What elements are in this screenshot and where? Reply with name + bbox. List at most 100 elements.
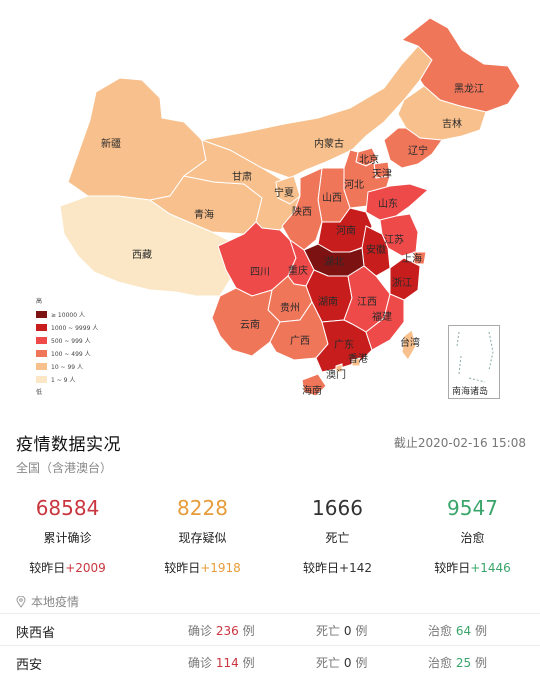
cured-label: 治愈 bbox=[428, 656, 453, 670]
legend-label: 500 ~ 999 人 bbox=[51, 338, 91, 345]
inset-label: 南海诸岛 bbox=[452, 387, 489, 397]
stat-compare: 较昨日+1446 bbox=[405, 559, 540, 576]
legend-swatch bbox=[36, 350, 47, 357]
unit: 例 bbox=[242, 624, 255, 638]
label-shanghai: 上海 bbox=[402, 252, 422, 265]
label-xinjiang: 新疆 bbox=[101, 137, 121, 150]
unit: 例 bbox=[355, 624, 368, 638]
death-value: 0 bbox=[343, 624, 352, 638]
legend-title: 高 bbox=[36, 298, 43, 305]
legend-swatch bbox=[36, 311, 47, 318]
label-jiangxi: 江西 bbox=[357, 296, 377, 308]
label-qinghai: 青海 bbox=[194, 208, 214, 221]
label-jiangsu: 江苏 bbox=[384, 233, 404, 246]
label-sichuan: 四川 bbox=[250, 267, 270, 278]
label-hubei: 湖北 bbox=[324, 256, 344, 268]
province-shandong[interactable] bbox=[365, 183, 429, 221]
death-cell: 死亡 0 例 bbox=[316, 622, 367, 639]
label-hunan: 湖南 bbox=[318, 295, 338, 308]
legend-row: 1 ~ 9 人 bbox=[36, 373, 98, 386]
cured-value: 64 bbox=[455, 624, 472, 638]
stat-value: 1666 bbox=[312, 496, 363, 520]
label-shaanxi: 陕西 bbox=[292, 205, 312, 218]
stat-label: 现存疑似 bbox=[178, 531, 227, 545]
local-table: 陕西省 确诊 236 例 死亡 0 例 治愈 64 例 西安 确诊 114 例 … bbox=[0, 613, 540, 677]
south-china-sea-inset bbox=[448, 325, 500, 399]
compare-prefix: 较昨日 bbox=[164, 561, 201, 575]
legend-label: 1000 ~ 9999 人 bbox=[51, 325, 99, 332]
confirmed-label: 确诊 bbox=[188, 656, 213, 670]
legend-label: ≥ 10000 人 bbox=[51, 312, 85, 319]
label-gansu: 甘肃 bbox=[232, 170, 252, 183]
province-ningxia[interactable] bbox=[275, 175, 301, 205]
label-anhui: 安徽 bbox=[366, 243, 386, 256]
legend-row: 1000 ~ 9999 人 bbox=[36, 321, 98, 334]
stat-confirmed[interactable]: 68584 累计确诊 较昨日+2009 bbox=[0, 494, 135, 576]
label-taiwan: 台湾 bbox=[400, 336, 420, 349]
province-fujian[interactable] bbox=[365, 293, 405, 351]
label-beijing: 北京 bbox=[359, 153, 379, 166]
label-guizhou: 贵州 bbox=[280, 301, 300, 314]
compare-prefix: 较昨日 bbox=[303, 561, 340, 575]
legend-swatch bbox=[36, 324, 47, 331]
inset-dots bbox=[456, 331, 494, 383]
unit: 例 bbox=[355, 656, 368, 670]
unit: 例 bbox=[242, 656, 255, 670]
stat-value: 68584 bbox=[35, 496, 100, 520]
province-taiwan[interactable] bbox=[401, 329, 417, 361]
as-of-timestamp: 截止2020-02-16 15:08 bbox=[393, 436, 526, 450]
stat-suspected[interactable]: 8228 现存疑似 较昨日+1918 bbox=[135, 494, 270, 576]
label-macau: 澳门 bbox=[326, 368, 346, 381]
stat-cured[interactable]: 9547 治愈 较昨日+1446 bbox=[405, 494, 540, 576]
label-guangdong: 广东 bbox=[334, 338, 354, 351]
stat-label: 死亡 bbox=[325, 531, 350, 545]
label-fujian: 福建 bbox=[372, 310, 392, 323]
stat-value: 9547 bbox=[447, 496, 498, 520]
legend-row: 500 ~ 999 人 bbox=[36, 334, 98, 347]
stat-compare: 较昨日+142 bbox=[270, 559, 405, 576]
compare-prefix: 较昨日 bbox=[434, 561, 471, 575]
compare-delta: +2009 bbox=[65, 561, 106, 575]
province-hainan[interactable] bbox=[301, 373, 327, 397]
stat-label: 累计确诊 bbox=[43, 531, 92, 545]
label-yunnan: 云南 bbox=[240, 318, 260, 331]
label-hebei: 河北 bbox=[344, 179, 364, 191]
label-inner-mongolia: 内蒙古 bbox=[314, 137, 344, 150]
stat-compare: 较昨日+1918 bbox=[135, 559, 270, 576]
label-ningxia: 宁夏 bbox=[274, 186, 294, 199]
cured-label: 治愈 bbox=[428, 624, 453, 638]
confirmed-value: 114 bbox=[215, 656, 239, 670]
province-liaoning[interactable] bbox=[383, 127, 443, 169]
cured-cell: 治愈 25 例 bbox=[428, 654, 487, 671]
local-row-province[interactable]: 陕西省 确诊 236 例 死亡 0 例 治愈 64 例 bbox=[0, 613, 540, 645]
death-label: 死亡 bbox=[316, 656, 341, 670]
death-value: 0 bbox=[343, 656, 352, 670]
legend-row: 10 ~ 99 人 bbox=[36, 360, 98, 373]
label-shandong: 山东 bbox=[378, 197, 398, 210]
province-heilongjiang[interactable] bbox=[400, 17, 521, 113]
label-jilin: 吉林 bbox=[442, 117, 462, 130]
location-pin-icon bbox=[16, 595, 26, 608]
stat-deaths[interactable]: 1666 死亡 较昨日+142 bbox=[270, 494, 405, 576]
label-hongkong: 香港 bbox=[348, 353, 368, 365]
confirmed-cell: 确诊 236 例 bbox=[188, 622, 255, 639]
label-chongqing: 重庆 bbox=[288, 264, 308, 277]
stats-row: 68584 累计确诊 较昨日+2009 8228 现存疑似 较昨日+1918 1… bbox=[0, 494, 540, 576]
legend-swatch bbox=[36, 376, 47, 383]
stat-value: 8228 bbox=[177, 496, 228, 520]
province-jilin[interactable] bbox=[397, 85, 487, 141]
local-row-city[interactable]: 西安 确诊 114 例 死亡 0 例 治愈 25 例 bbox=[0, 645, 540, 677]
scope-label: 全国（含港澳台） bbox=[16, 461, 113, 475]
compare-prefix: 较昨日 bbox=[29, 561, 66, 575]
province-hongkong[interactable] bbox=[351, 357, 361, 367]
province-macau[interactable] bbox=[335, 363, 343, 373]
label-shanxi: 山西 bbox=[322, 192, 342, 204]
confirmed-value: 236 bbox=[215, 624, 239, 638]
local-title: 本地疫情 bbox=[31, 595, 80, 609]
province-shanghai[interactable] bbox=[413, 251, 427, 265]
legend-label: 1 ~ 9 人 bbox=[51, 377, 76, 384]
label-heilongjiang: 黑龙江 bbox=[454, 82, 484, 95]
compare-delta: +1446 bbox=[470, 561, 511, 575]
legend-label: 100 ~ 499 人 bbox=[51, 351, 91, 358]
unit: 例 bbox=[474, 624, 487, 638]
